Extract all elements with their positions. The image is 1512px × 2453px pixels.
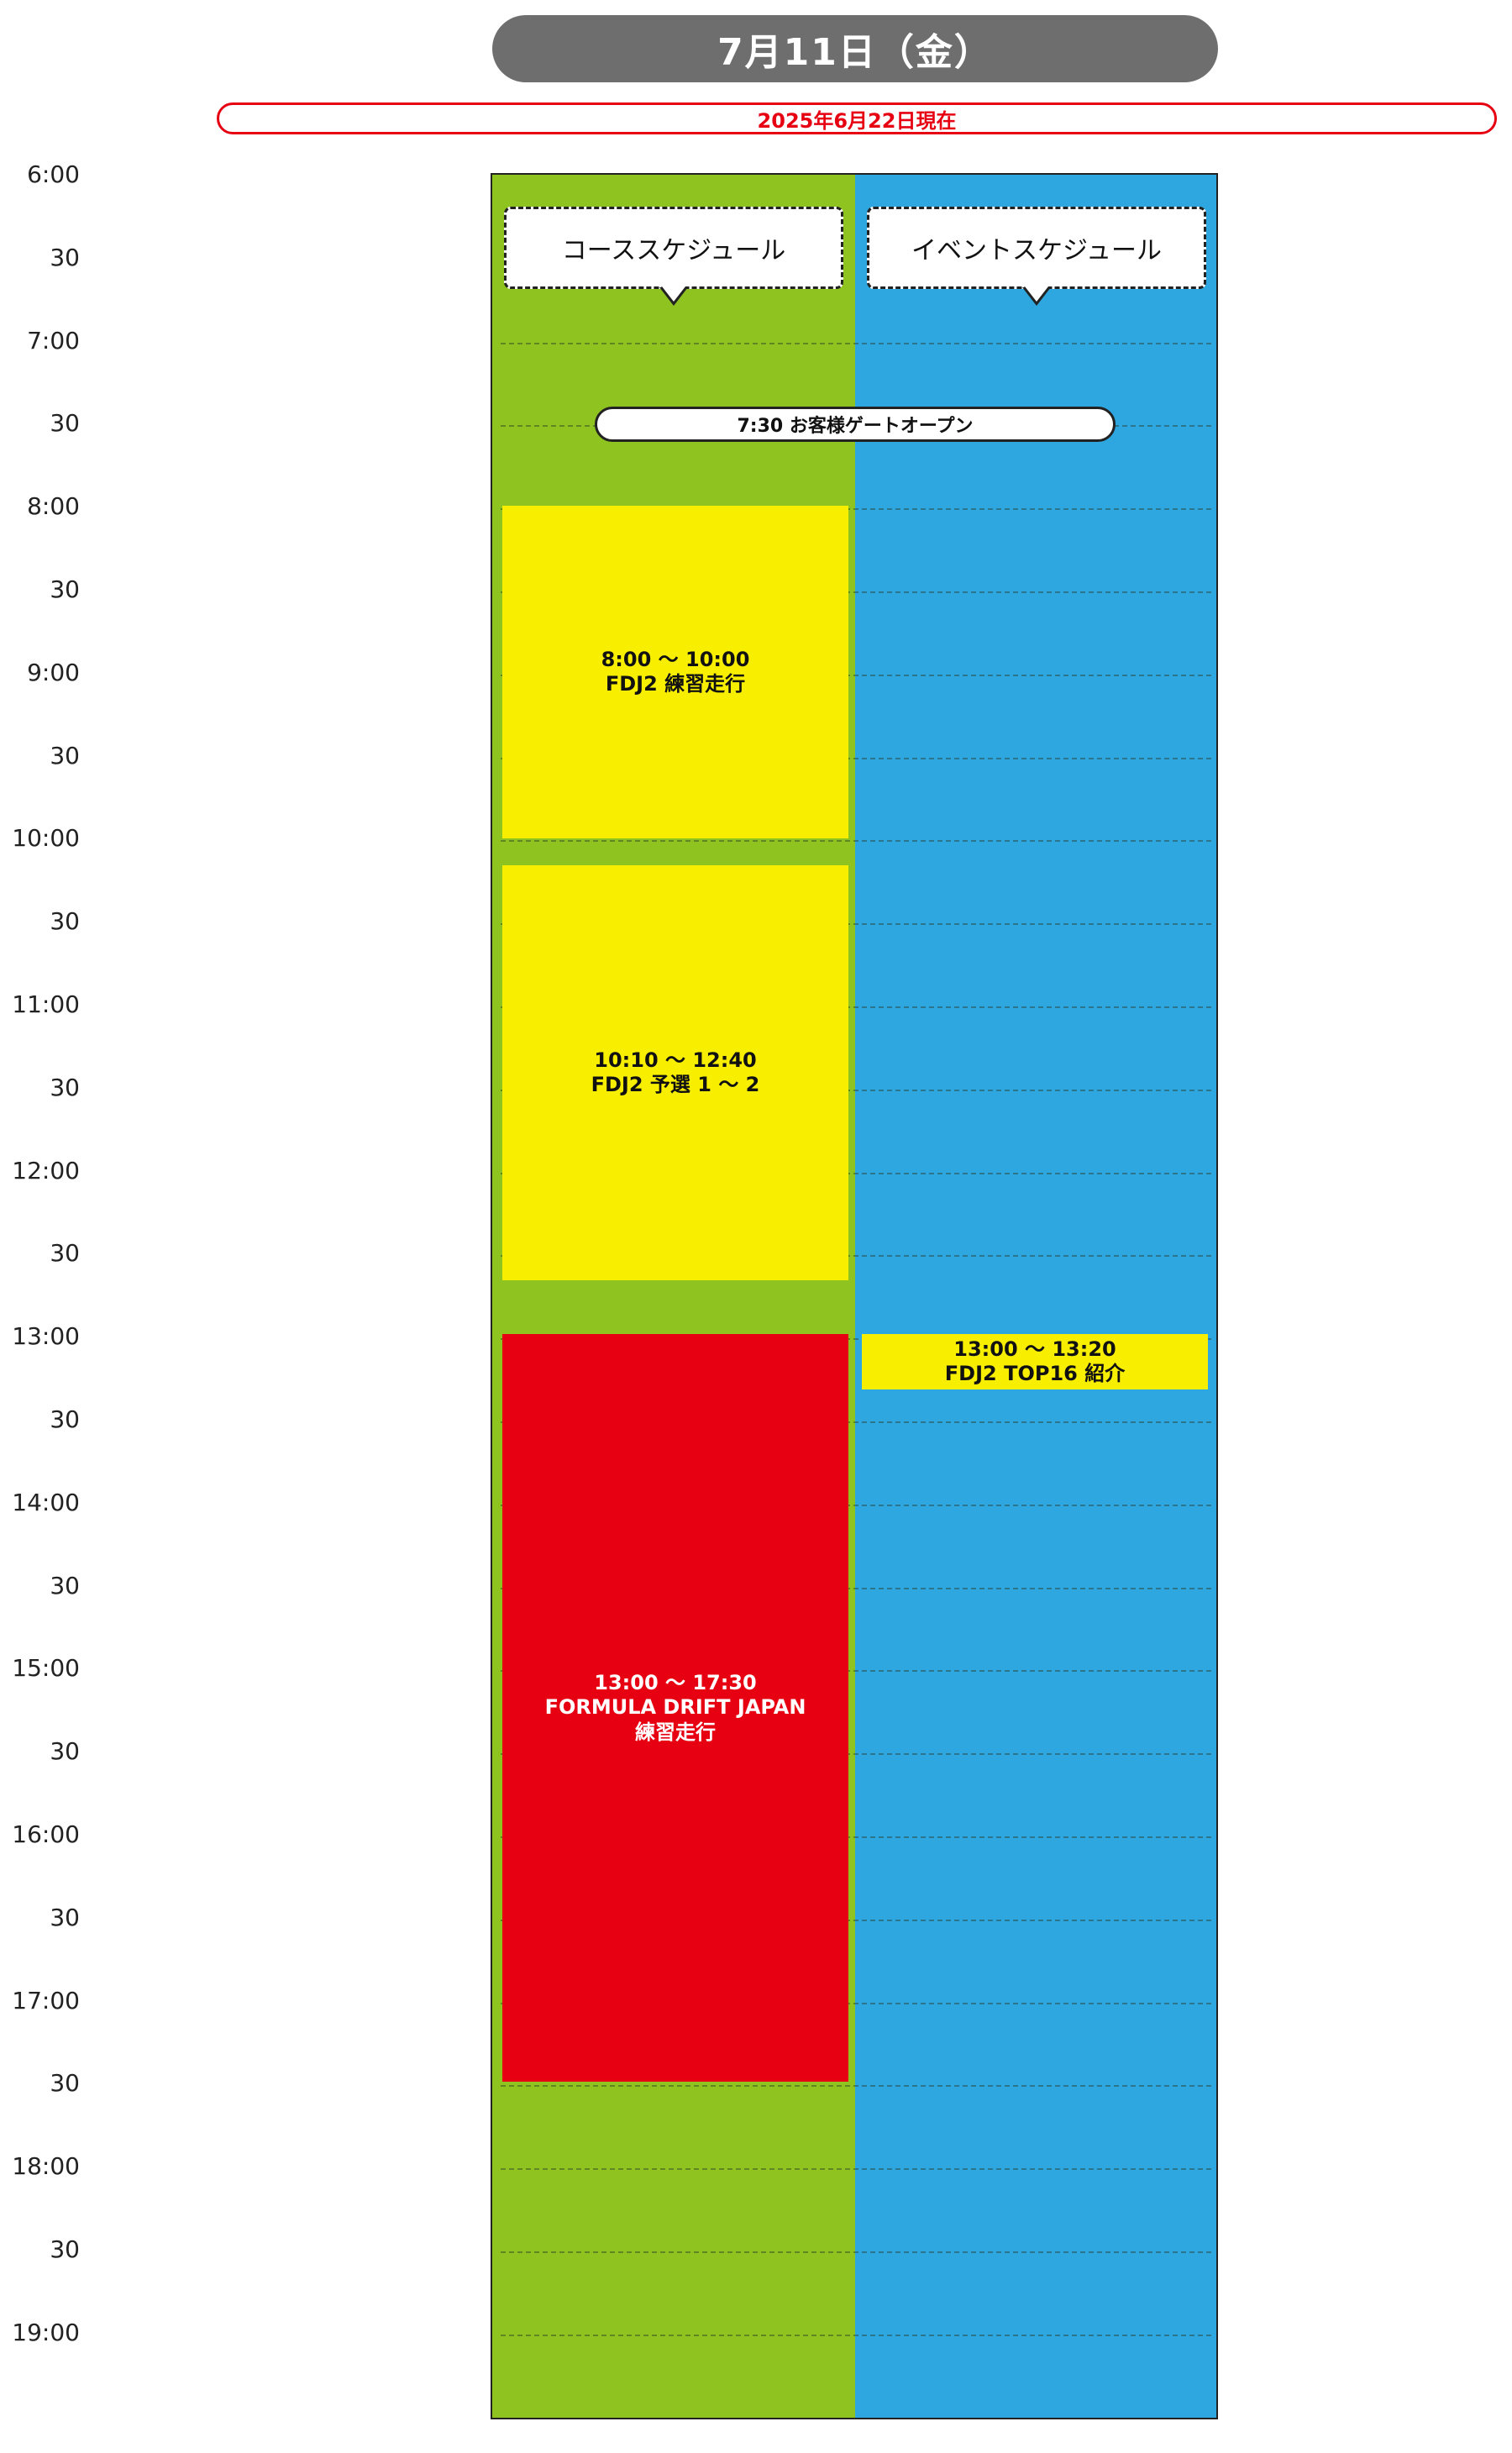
time-label: 30 — [50, 243, 80, 271]
course-block-title: FDJ2 予選 1 ～ 2 — [591, 1073, 760, 1096]
gridline — [501, 2251, 1211, 2253]
course-block-time: 8:00 ～ 10:00 — [601, 647, 750, 671]
gridline — [501, 2085, 1211, 2088]
gridline — [501, 1089, 1211, 1091]
time-label: 30 — [50, 1571, 80, 1599]
gridline — [501, 1338, 1211, 1341]
time-label: 14:00 — [12, 1488, 80, 1516]
course-block-subtitle: 練習走行 — [635, 1720, 716, 1744]
time-label: 30 — [50, 1737, 80, 1766]
time-label: 30 — [50, 1405, 80, 1433]
course-block-fdj-practice: 13:00 ～ 17:30 FORMULA DRIFT JAPAN 練習走行 — [502, 1334, 848, 2082]
time-label: 11:00 — [12, 990, 80, 1018]
gridline — [501, 1006, 1211, 1008]
time-label: 17:00 — [12, 1986, 80, 2014]
schedule-board: コーススケジュール イベントスケジュール 7:30 お客様ゲートオープン 8:0… — [491, 173, 1218, 2419]
gridline — [501, 757, 1211, 759]
gridline — [501, 1753, 1211, 1756]
gridline — [501, 1504, 1211, 1506]
course-block-practice: 8:00 ～ 10:00 FDJ2 練習走行 — [502, 506, 848, 838]
gridline — [501, 1587, 1211, 1589]
gridline — [501, 2334, 1211, 2336]
time-label: 30 — [50, 1239, 80, 1268]
time-label: 13:00 — [12, 1322, 80, 1351]
gridline — [501, 1421, 1211, 1423]
time-label: 15:00 — [12, 1654, 80, 1683]
time-label: 10:00 — [12, 824, 80, 853]
course-block-time: 13:00 ～ 17:30 — [594, 1671, 757, 1695]
gridline — [501, 1255, 1211, 1258]
time-label: 30 — [50, 409, 80, 438]
gate-open-label: 7:30 お客様ゲートオープン — [595, 407, 1116, 442]
time-label: 30 — [50, 2235, 80, 2263]
gridline — [501, 1670, 1211, 1673]
gridline — [501, 2168, 1211, 2171]
course-block-time: 10:10 ～ 12:40 — [594, 1048, 757, 1072]
gridline — [501, 1172, 1211, 1174]
event-block-time: 13:00 ～ 13:20 — [953, 1337, 1116, 1361]
time-label: 18:00 — [12, 2152, 80, 2181]
time-label: 16:00 — [12, 1820, 80, 1848]
course-schedule-header: コーススケジュール — [504, 207, 843, 306]
gridline — [501, 342, 1211, 344]
gridline — [501, 923, 1211, 926]
time-label: 6:00 — [27, 160, 80, 188]
course-block-qualifying: 10:10 ～ 12:40 FDJ2 予選 1 ～ 2 — [502, 865, 848, 1280]
event-block-top16: 13:00 ～ 13:20 FDJ2 TOP16 紹介 — [862, 1334, 1208, 1389]
time-label: 7:00 — [27, 326, 80, 355]
gridline — [501, 591, 1211, 593]
course-block-title: FDJ2 練習走行 — [605, 672, 746, 696]
gridline — [501, 508, 1211, 511]
time-label: 9:00 — [27, 658, 80, 686]
time-label: 12:00 — [12, 1156, 80, 1184]
event-column — [855, 175, 1216, 2418]
date-header: 7月11日（金） — [492, 15, 1218, 82]
time-label: 19:00 — [12, 2318, 80, 2346]
gridline — [501, 674, 1211, 676]
gridline — [501, 1919, 1211, 1921]
gridline — [501, 840, 1211, 843]
time-label: 30 — [50, 575, 80, 603]
time-label: 8:00 — [27, 492, 80, 521]
course-block-title: FORMULA DRIFT JAPAN — [544, 1695, 806, 1720]
time-label: 30 — [50, 1903, 80, 1931]
gridline — [501, 2002, 1211, 2004]
as-of-notice: 2025年6月22日現在 — [217, 102, 1497, 134]
event-schedule-header: イベントスケジュール — [867, 207, 1206, 306]
gridline — [501, 1836, 1211, 1838]
time-label: 30 — [50, 741, 80, 770]
event-block-title: FDJ2 TOP16 紹介 — [944, 1362, 1126, 1385]
time-label: 30 — [50, 2069, 80, 2098]
time-label: 30 — [50, 907, 80, 936]
time-label: 30 — [50, 1073, 80, 1101]
